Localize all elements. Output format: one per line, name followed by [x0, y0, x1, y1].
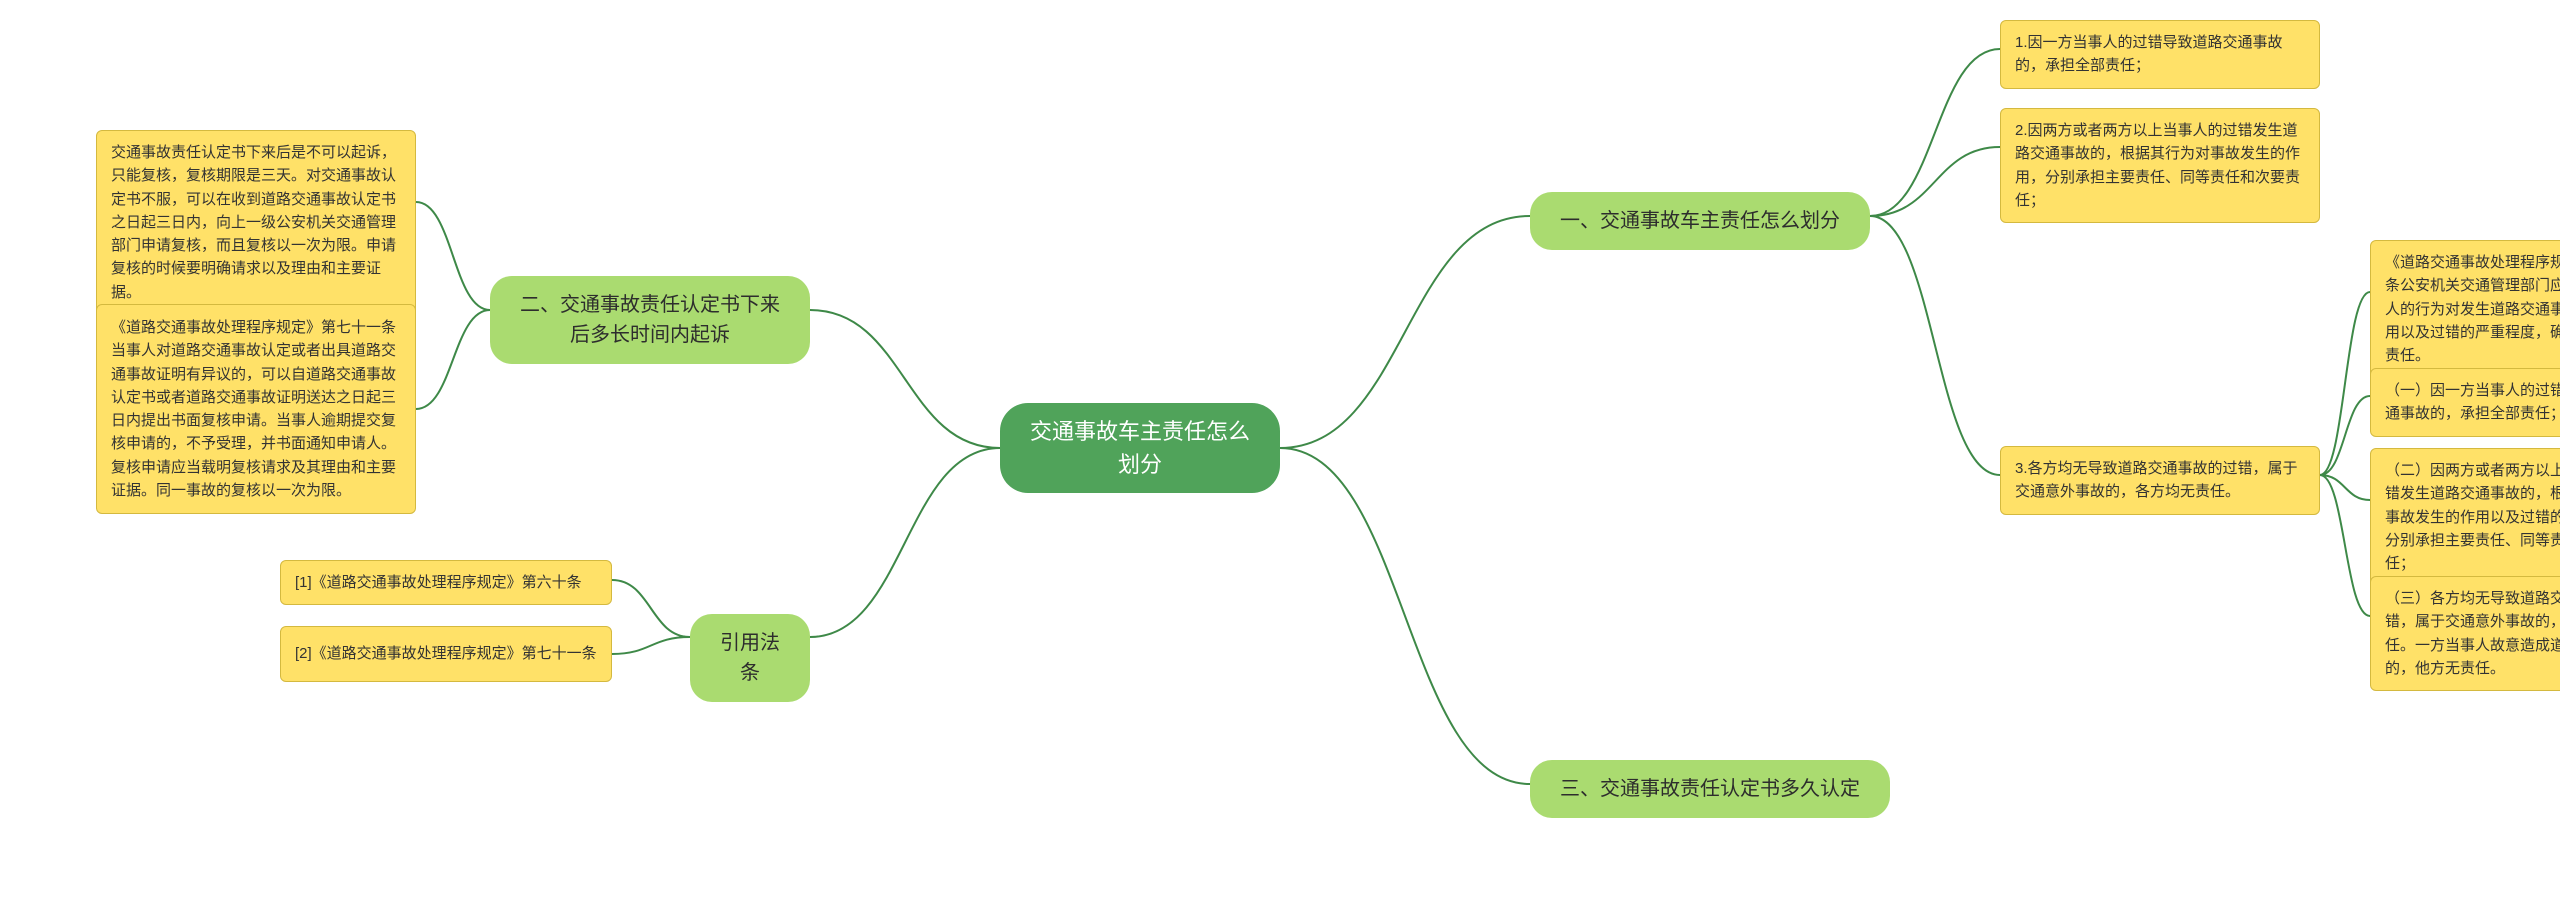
leaf-b2-1: 《道路交通事故处理程序规定》第七十一条当事人对道路交通事故认定或者出具道路交通事…: [96, 304, 416, 514]
leaf-b4-0: [1]《道路交通事故处理程序规定》第六十条: [280, 560, 612, 605]
leaf-b1-2-3: （三）各方均无导致道路交通事故的过错，属于交通意外事故的，各方均无责任。一方当事…: [2370, 576, 2560, 691]
leaf-b1-1: 2.因两方或者两方以上当事人的过错发生道路交通事故的，根据其行为对事故发生的作用…: [2000, 108, 2320, 223]
branch-b1: 一、交通事故车主责任怎么划分: [1530, 192, 1870, 250]
leaf-b1-2-0: 《道路交通事故处理程序规定》第六十条公安机关交通管理部门应当根据当事人的行为对发…: [2370, 240, 2560, 378]
leaf-b4-1: [2]《道路交通事故处理程序规定》第七十一条: [280, 626, 612, 682]
leaf-b1-2-1: （一）因一方当事人的过错导致道路交通事故的，承担全部责任；: [2370, 368, 2560, 437]
leaf-b1-2: 3.各方均无导致道路交通事故的过错，属于交通意外事故的，各方均无责任。: [2000, 446, 2320, 515]
leaf-b2-0: 交通事故责任认定书下来后是不可以起诉，只能复核，复核期限是三天。对交通事故认定书…: [96, 130, 416, 315]
branch-b2: 二、交通事故责任认定书下来后多长时间内起诉: [490, 276, 810, 364]
root-node: 交通事故车主责任怎么划分: [1000, 403, 1280, 493]
branch-b4: 引用法条: [690, 614, 810, 702]
branch-b3: 三、交通事故责任认定书多久认定: [1530, 760, 1890, 818]
leaf-b1-0: 1.因一方当事人的过错导致道路交通事故的，承担全部责任；: [2000, 20, 2320, 89]
leaf-b1-2-2: （二）因两方或者两方以上当事人的过错发生道路交通事故的，根据其行为对事故发生的作…: [2370, 448, 2560, 586]
